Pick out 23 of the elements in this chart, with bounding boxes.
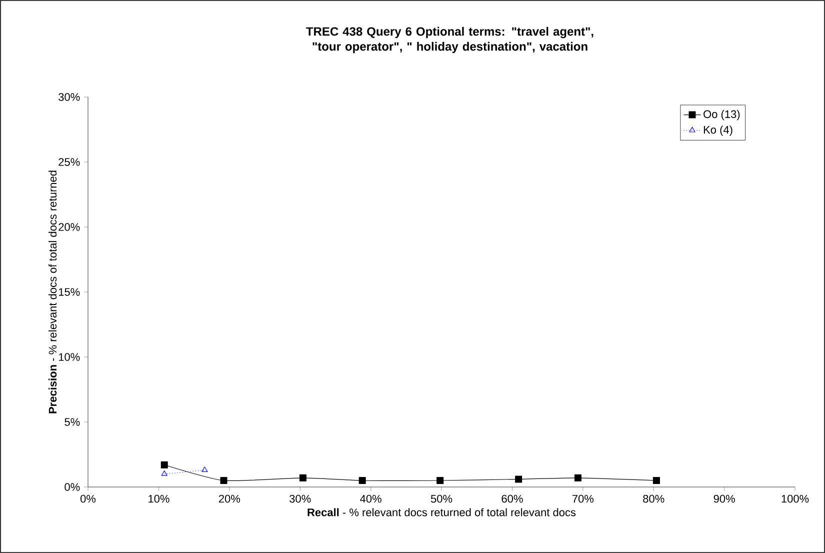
y-tick-label: 15%: [58, 288, 80, 296]
x-tick-label: 70%: [572, 494, 594, 503]
x-tick-label: 50%: [430, 494, 452, 503]
x-axis-title: Recall - % relevant docs returned of total relevant docs: [308, 508, 576, 516]
x-tick-label: 10%: [148, 494, 170, 503]
x-tick-label: 30%: [290, 494, 311, 503]
y-axis-title: Precision - % relevant docs of total docs returned: [48, 170, 57, 414]
y-tick-label: 5%: [64, 418, 80, 426]
legend-label: Ko (4): [704, 126, 732, 136]
y-tick-label: 0%: [64, 483, 80, 491]
x-tick-label: 0%: [80, 494, 96, 503]
legend-label: Oo (13): [704, 110, 740, 120]
x-tick-label: 100%: [782, 494, 809, 503]
x-tick-label: 80%: [643, 494, 664, 503]
x-tick-label: 60%: [502, 494, 523, 503]
x-tick-label: 20%: [218, 494, 240, 503]
chart-title: TREC 438 Query 6 Optional terms: "travel agent", "tour operator", " holiday destination", vacation: [306, 26, 594, 54]
x-tick-label: 90%: [714, 494, 735, 503]
y-tick-label: 30%: [58, 93, 80, 101]
y-tick-label: 20%: [58, 223, 80, 231]
y-tick-label: 10%: [58, 353, 80, 361]
y-tick-label: 25%: [58, 158, 80, 166]
x-tick-label: 40%: [360, 494, 382, 503]
